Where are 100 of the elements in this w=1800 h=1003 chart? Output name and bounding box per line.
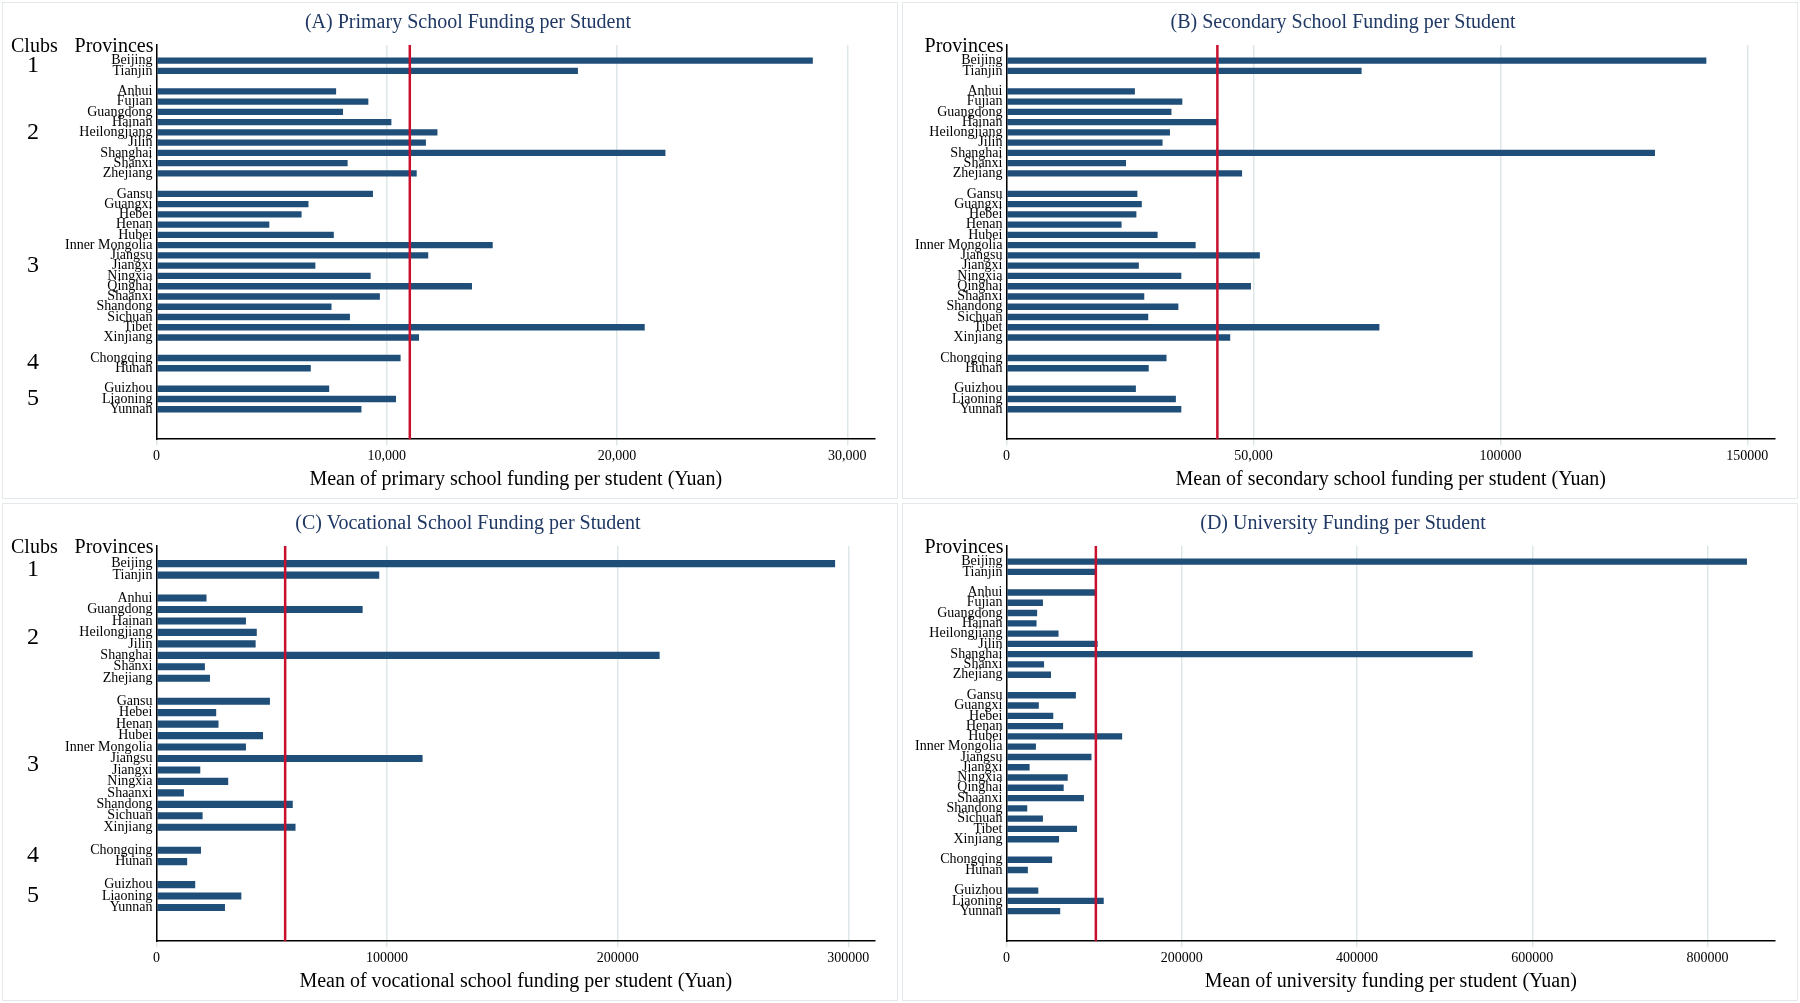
bar: [157, 663, 205, 671]
bar: [1007, 129, 1170, 136]
bar: [157, 800, 293, 808]
bar: [157, 313, 350, 321]
bar: [157, 720, 219, 728]
x-tick-label: 20,000: [597, 448, 637, 464]
x-axis-title: Mean of secondary school funding per student (Yuan): [1175, 467, 1606, 491]
x-axis-title: Mean of university funding per student (Yuan): [1204, 969, 1577, 993]
bar: [157, 324, 645, 331]
bar: [157, 139, 426, 146]
bar: [1007, 650, 1473, 658]
y-tick-label: Xinjiang: [103, 818, 153, 834]
bar: [157, 190, 373, 198]
x-tick-label: 200000: [1160, 950, 1203, 966]
bar: [1007, 211, 1137, 218]
bar: [1007, 231, 1158, 239]
text: 5: [27, 881, 39, 908]
bar: [1007, 609, 1038, 617]
bar: [1007, 753, 1092, 761]
bar: [1007, 815, 1043, 822]
bar: [157, 571, 380, 579]
bar: [1007, 589, 1096, 596]
y-tick-label: Chongqing: [90, 841, 153, 857]
bar: [157, 789, 184, 797]
bar: [1007, 200, 1142, 208]
bar: [157, 88, 337, 95]
x-tick-label: 600000: [1511, 950, 1554, 966]
bar: [1007, 856, 1053, 863]
text: 3: [27, 749, 39, 776]
x-tick-label: 10,000: [367, 448, 407, 464]
bar: [1007, 252, 1260, 259]
y-tick-label: Gansu: [116, 185, 153, 201]
bar: [157, 231, 334, 239]
bar: [1007, 57, 1707, 64]
chart-title: (A) Primary School Funding per Student: [304, 10, 632, 34]
bar: [157, 777, 229, 785]
bar: [157, 303, 332, 310]
bar: [157, 334, 420, 341]
bar: [157, 651, 660, 659]
x-tick-label: 100000: [366, 950, 409, 966]
text: 3: [27, 250, 39, 277]
y-tick-label: Gansu: [966, 185, 1003, 201]
bar: [1007, 558, 1747, 565]
bar: [1007, 620, 1037, 627]
bar: [1007, 764, 1030, 771]
bar: [157, 674, 210, 682]
bar: [157, 697, 270, 705]
x-tick-label: 800000: [1686, 950, 1729, 966]
bar: [157, 98, 369, 105]
bar: [157, 159, 348, 167]
x-tick-label: 300000: [827, 950, 870, 966]
bar: [1007, 671, 1051, 678]
bar: [1007, 324, 1380, 331]
bar: [157, 395, 396, 403]
bar: [157, 118, 392, 126]
bar: [157, 262, 316, 269]
bar: [157, 221, 270, 228]
bar: [157, 385, 330, 392]
bar: [1007, 406, 1182, 413]
bar: [1007, 568, 1095, 576]
bar: [1007, 630, 1059, 637]
bar: [157, 108, 344, 116]
bar: [1007, 354, 1167, 362]
bar: [1007, 221, 1122, 228]
bar: [157, 743, 246, 751]
x-tick-label: 50,000: [1234, 448, 1273, 464]
bar: [1007, 640, 1098, 648]
text: 2: [27, 117, 39, 144]
bar: [1007, 190, 1138, 198]
x-tick-label: 0: [152, 950, 160, 966]
bar: [1007, 784, 1064, 791]
bar: [157, 211, 302, 218]
bar: [1007, 897, 1104, 905]
bar: [1007, 774, 1068, 781]
bar: [1007, 67, 1362, 75]
bar: [157, 754, 423, 763]
bar: [157, 560, 836, 568]
bar: [1007, 805, 1028, 812]
bar: [157, 823, 296, 831]
bar: [1007, 262, 1139, 269]
y-tick-label: Zhejiang: [102, 669, 153, 685]
bar: [157, 57, 813, 64]
bar: [157, 858, 188, 866]
y-tick-label: Shanghai: [100, 647, 153, 663]
bar: [157, 881, 196, 889]
text: 2: [27, 623, 39, 650]
bar: [157, 242, 493, 249]
bar: [157, 365, 311, 372]
bar: [1007, 661, 1045, 668]
bar: [157, 846, 201, 854]
bar: [157, 170, 417, 177]
bar: [1007, 303, 1179, 310]
bar: [1007, 385, 1136, 392]
bar: [157, 617, 246, 625]
bar: [1007, 283, 1251, 290]
y-axis-title: Provinces: [74, 535, 154, 558]
x-tick-label: 0: [1002, 950, 1010, 966]
bar: [157, 129, 438, 136]
bar: [1007, 722, 1064, 730]
bar: [157, 640, 256, 648]
